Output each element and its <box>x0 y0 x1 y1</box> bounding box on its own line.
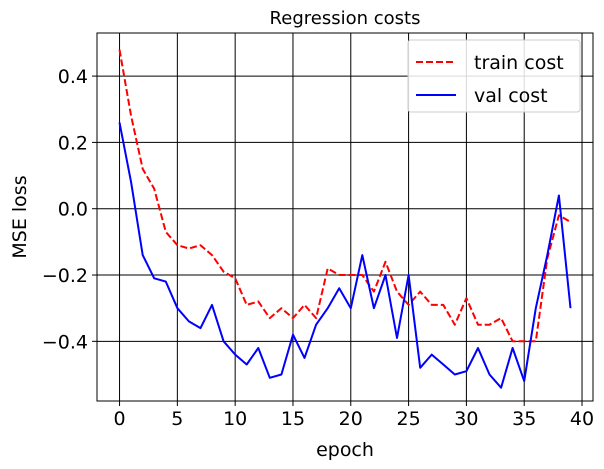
y-tick-label: −0.4 <box>42 331 88 353</box>
x-tick-label: 35 <box>512 408 536 430</box>
y-axis-label: MSE loss <box>9 175 31 258</box>
legend-label-train-cost: train cost <box>474 52 564 74</box>
x-tick-label: 15 <box>281 408 305 430</box>
plot-frame <box>96 32 594 402</box>
x-tick-label: 5 <box>171 408 183 430</box>
x-tick-label: 25 <box>396 408 420 430</box>
x-tick-label: 40 <box>570 408 594 430</box>
legend-label-val-cost: val cost <box>474 85 548 107</box>
y-tick-label: 0.2 <box>58 132 88 154</box>
series-line-val-cost <box>118 122 572 389</box>
x-tick-label: 20 <box>339 408 363 430</box>
plot-series <box>118 49 572 389</box>
x-tick-label: 30 <box>454 408 478 430</box>
series-line-train-cost <box>118 49 572 343</box>
y-tick-label: 0.0 <box>58 199 88 221</box>
axis-ticks: 0 5 10 15 20 25 30 35 40 −0.4 −0.2 0.0 0.2 0.4 <box>42 66 594 430</box>
legend: train cost val cost <box>407 39 581 113</box>
x-axis-label: epoch <box>316 439 374 461</box>
y-tick-label: −0.2 <box>42 265 88 287</box>
x-tick-label: 10 <box>223 408 247 430</box>
y-tick-label: 0.4 <box>58 66 88 88</box>
chart-title: Regression costs <box>270 8 421 29</box>
x-tick-label: 0 <box>113 408 125 430</box>
